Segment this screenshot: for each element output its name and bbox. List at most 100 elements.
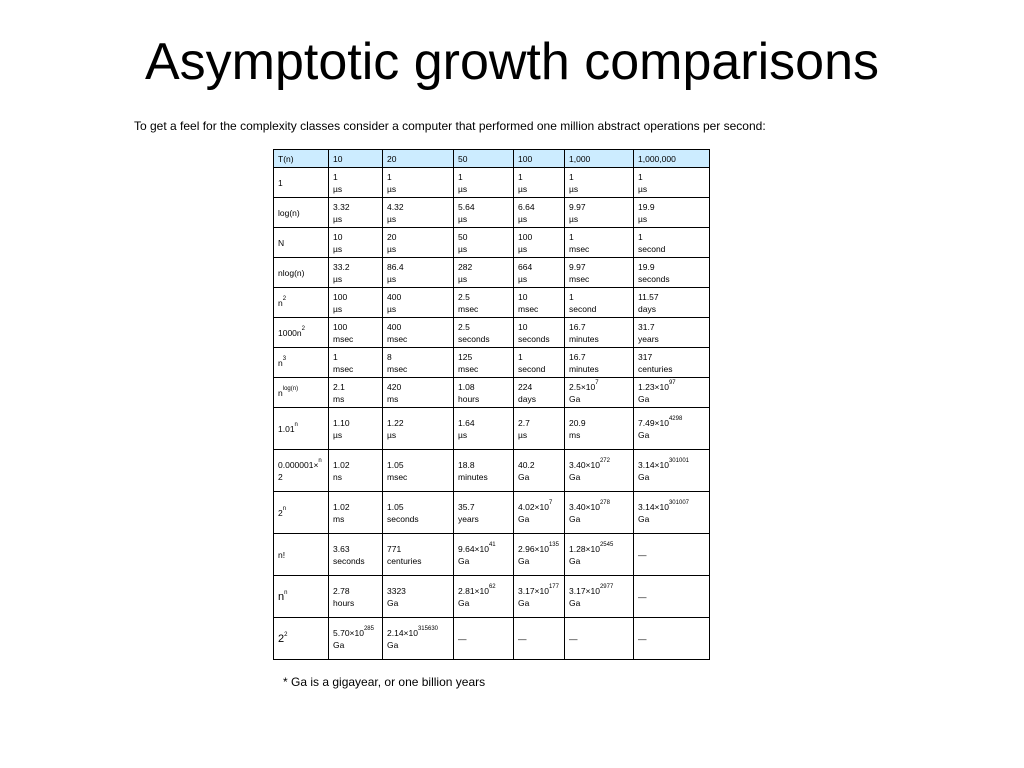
value-number: 40.2: [518, 460, 535, 470]
value-cell: 3.14×10301001 Ga: [633, 449, 710, 492]
value-number: 125: [458, 352, 473, 362]
value-number: 282: [458, 262, 473, 272]
value-exponent: 7: [595, 380, 599, 387]
value-exponent: 301001: [668, 458, 689, 465]
value-unit: µs: [458, 274, 468, 284]
value-line: 2.81×1062: [458, 584, 509, 597]
value-line: 20: [387, 231, 449, 243]
table-row: n2 100 µs 400 µs 2.5 msec 10 msec 1 second 11.57 day…: [273, 287, 710, 318]
value-number: 9.97: [569, 262, 586, 272]
value-cell: 19.9 seconds: [633, 257, 710, 288]
value-cell: 282 µs: [453, 257, 514, 288]
value-cell: 31.7 years: [633, 317, 710, 348]
value-line: 1.08: [458, 381, 509, 393]
value-cell: 3.40×10278 Ga: [564, 491, 634, 534]
value-number: 2.5×10: [569, 382, 596, 392]
value-unit: Ga: [569, 394, 581, 404]
value-unit: days: [638, 304, 656, 314]
value-line: 50: [458, 231, 509, 243]
value-number: 420: [387, 382, 402, 392]
value-unit: µs: [387, 430, 397, 440]
value-unit: µs: [387, 274, 397, 284]
row-label-exponent: log(n): [282, 386, 299, 393]
value-cell: 771 centuries: [382, 533, 454, 576]
value-number: 1.22: [387, 418, 404, 428]
value-line: 35.7: [458, 501, 509, 513]
value-line: —: [638, 549, 705, 561]
header-cell: 1,000: [564, 149, 634, 168]
value-cell: 5.70×10285 Ga: [328, 617, 383, 660]
value-line: 1.22: [387, 417, 449, 429]
value-line: 2.78: [333, 585, 378, 597]
value-cell: 4.02×107 Ga: [513, 491, 565, 534]
value-unit: Ga: [569, 556, 581, 566]
value-number: 400: [387, 292, 402, 302]
value-number: 16.7: [569, 352, 586, 362]
value-unit: µs: [458, 184, 468, 194]
value-unit: ms: [387, 394, 399, 404]
value-unit: seconds: [333, 556, 365, 566]
value-line: 10: [518, 291, 560, 303]
value-line: 31.7: [638, 321, 705, 333]
value-number: 5.70×10: [333, 628, 364, 638]
value-exponent: 97: [668, 380, 676, 387]
table-row: N 10 µs 20 µs 50 µs 100 µs 1 msec 1 second: [273, 227, 710, 258]
value-cell: 2.81×1062 Ga: [453, 575, 514, 618]
value-line: 18.8: [458, 459, 509, 471]
value-unit: hours: [333, 598, 355, 608]
value-cell: 10 µs: [328, 227, 383, 258]
value-unit: µs: [518, 430, 528, 440]
value-number: 10: [518, 292, 528, 302]
value-number: 100: [518, 232, 533, 242]
value-unit: Ga: [638, 394, 650, 404]
value-number: 3.40×10: [569, 502, 600, 512]
row-label: n2: [273, 287, 329, 318]
value-number: 3.32: [333, 202, 350, 212]
value-number: 33.2: [333, 262, 350, 272]
value-cell: —: [564, 617, 634, 660]
value-cell: 6.64 µs: [513, 197, 565, 228]
value-line: —: [518, 633, 560, 645]
value-cell: 420 ms: [382, 377, 454, 408]
value-unit: msec: [387, 472, 408, 482]
value-line: 1: [569, 171, 629, 183]
value-number: —: [638, 592, 647, 602]
value-cell: 1.64 µs: [453, 407, 514, 450]
table-row: 1 1 µs 1 µs 1 µs 1 µs 1 µs 1 µs: [273, 167, 710, 198]
value-number: 9.64×10: [458, 544, 489, 554]
row-label-exponent: n: [318, 458, 322, 465]
value-unit: µs: [518, 184, 528, 194]
footnote: * Ga is a gigayear, or one billion years: [283, 675, 486, 689]
value-exponent: 272: [599, 458, 610, 465]
value-line: 2.1: [333, 381, 378, 393]
value-line: 16.7: [569, 321, 629, 333]
value-line: 400: [387, 321, 449, 333]
value-number: —: [458, 634, 467, 644]
value-line: 1.05: [387, 501, 449, 513]
value-unit: µs: [569, 184, 579, 194]
value-unit: centuries: [387, 556, 422, 566]
value-unit: Ga: [569, 472, 581, 482]
value-unit: µs: [518, 244, 528, 254]
value-cell: 1.02 ns: [328, 449, 383, 492]
row-label: n!: [273, 533, 329, 576]
value-number: 1.02: [333, 460, 350, 470]
value-unit: days: [518, 394, 536, 404]
row-label: N: [273, 227, 329, 258]
value-cell: 35.7 years: [453, 491, 514, 534]
value-cell: 1.10 µs: [328, 407, 383, 450]
value-unit: msec: [518, 304, 539, 314]
value-cell: 2.5 msec: [453, 287, 514, 318]
value-unit: Ga: [518, 514, 530, 524]
value-line: 3.14×10301001: [638, 458, 705, 471]
page-title: Asymptotic growth comparisons: [144, 33, 880, 91]
value-cell: 3.63 seconds: [328, 533, 383, 576]
value-unit: msec: [458, 364, 479, 374]
value-exponent: 278: [599, 500, 610, 507]
header-cell: 1,000,000: [633, 149, 710, 168]
value-cell: 1 second: [564, 287, 634, 318]
row-label-exponent: 3: [282, 356, 287, 363]
value-unit: centuries: [638, 364, 673, 374]
value-exponent: 135: [548, 542, 559, 549]
row-label-exponent: 2: [282, 296, 287, 303]
